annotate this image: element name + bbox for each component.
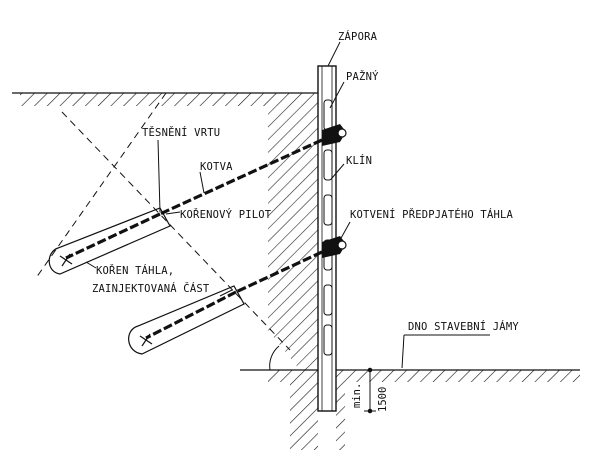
- anchor-tip-upper: [59, 253, 73, 267]
- label-zapora: ZÁPORA: [338, 30, 378, 43]
- excavation-bottom: [240, 369, 580, 450]
- label-tesneni-vrtu: TĚSNĚNÍ VRTU: [142, 126, 220, 139]
- label-zainjektovana: ZAINJEKTOVANÁ ČÁST: [92, 282, 210, 295]
- anchor-head-lower: [322, 236, 347, 258]
- grout-bulb-upper: [48, 207, 171, 275]
- anchor-head-upper: [322, 124, 347, 146]
- dimension-label-min: min.: [351, 383, 363, 408]
- label-kotveni: KOTVENÍ PŘEDPJATÉHO TÁHLA: [350, 208, 514, 221]
- label-klin: KLÍN: [346, 154, 372, 167]
- label-kotva: KOTVA: [200, 161, 233, 173]
- slip-surface-lines: [35, 92, 291, 351]
- dimension-line: [364, 367, 376, 414]
- leader-lines: [85, 41, 351, 297]
- label-pazny: PAŽNÝ: [346, 70, 379, 83]
- ground-surface-upper: [12, 92, 320, 106]
- anchor-tendon-upper: [65, 138, 323, 260]
- anchor-tip-lower: [139, 333, 153, 347]
- soil-hatching-wall: [268, 106, 320, 370]
- label-dno: DNO STAVEBNÍ JÁMY: [408, 320, 519, 333]
- anchor-tendon-lower: [145, 250, 323, 340]
- angle-arc: [269, 345, 280, 371]
- leader-dno: [401, 334, 405, 369]
- dimension-label-value: 1500: [377, 387, 389, 412]
- label-korenovy-pilot: KOŘENOVÝ PILOT: [180, 208, 272, 221]
- label-koren-tahla: KOŘEN TÁHLA,: [96, 264, 174, 277]
- grout-bulb-lower: [128, 285, 245, 355]
